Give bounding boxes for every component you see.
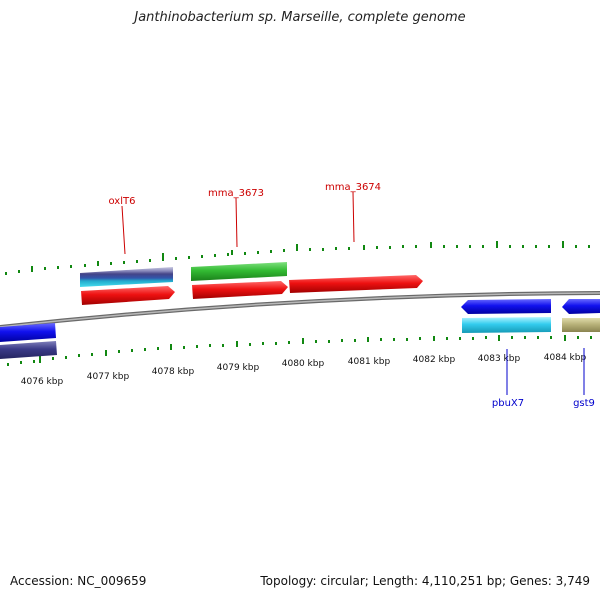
- feature-bar-olive[interactable]: [562, 318, 600, 332]
- scale-label-4082: 4082 kbp: [413, 355, 456, 365]
- accession-text: Accession: NC_009659: [10, 574, 147, 588]
- scale-label-4076: 4076 kbp: [21, 377, 64, 387]
- cds-forward-mma_3674[interactable]: [289, 275, 423, 293]
- scale-label-4077: 4077 kbp: [87, 372, 130, 382]
- scale-label-4079: 4079 kbp: [217, 363, 260, 373]
- gene-label-oxlT6[interactable]: oxlT6: [109, 196, 136, 207]
- feature-bar-purple[interactable]: [0, 341, 57, 359]
- cds-reverse-pbuX7[interactable]: [461, 299, 551, 314]
- lower-tick-row: [7, 335, 592, 366]
- upper-tick-row: [5, 241, 590, 275]
- scale-labels: 4076 kbp 4077 kbp 4078 kbp 4079 kbp 4080…: [21, 353, 587, 387]
- label-leader: [352, 191, 355, 243]
- scale-label-4083: 4083 kbp: [478, 354, 521, 364]
- feature-bar-cyan[interactable]: [462, 317, 551, 333]
- gene-label-gst9[interactable]: gst9: [573, 398, 595, 409]
- map-title: Janthinobacterium sp. Marseille, complet…: [134, 10, 466, 25]
- upper-feature-track: [80, 262, 287, 287]
- gene-label-mma_3673[interactable]: mma_3673: [208, 188, 264, 199]
- cds-reverse-left[interactable]: [0, 323, 56, 342]
- topology-text: Topology: circular; Length: 4,110,251 bp…: [260, 574, 590, 588]
- top-gene-labels: oxlT6 mma_3673 mma_3674: [109, 182, 381, 255]
- gene-label-pbuX7[interactable]: pbuX7: [492, 398, 524, 409]
- scale-label-4080: 4080 kbp: [282, 359, 325, 369]
- feature-bar-striped[interactable]: [80, 267, 173, 287]
- scale-label-4081: 4081 kbp: [348, 357, 391, 367]
- bottom-gene-labels: pbuX7 gst9: [492, 348, 595, 409]
- scale-label-4078: 4078 kbp: [152, 367, 195, 377]
- cds-forward-mma_3673[interactable]: [192, 281, 288, 299]
- forward-strand: [81, 275, 423, 305]
- label-leader: [235, 197, 238, 248]
- feature-bar-green[interactable]: [191, 262, 287, 281]
- reverse-strand: [0, 299, 600, 342]
- lower-feature-track: [0, 317, 600, 359]
- cds-reverse-gst9[interactable]: [562, 299, 600, 314]
- gene-label-mma_3674[interactable]: mma_3674: [325, 182, 381, 193]
- scale-label-4084: 4084 kbp: [544, 353, 587, 363]
- cds-forward-oxlT6[interactable]: [81, 286, 175, 305]
- label-leader: [121, 205, 126, 255]
